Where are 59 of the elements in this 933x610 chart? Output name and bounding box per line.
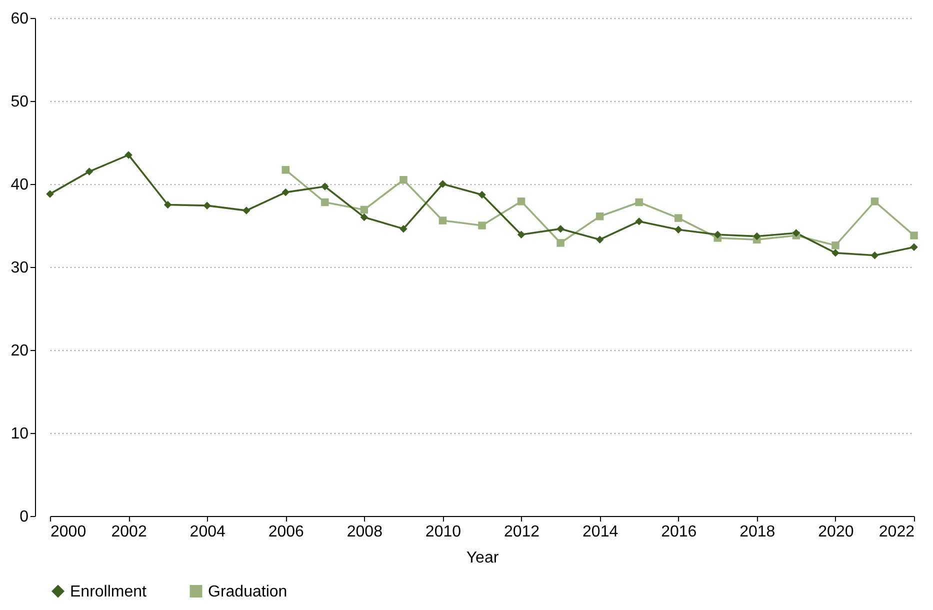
point xyxy=(517,230,526,239)
point xyxy=(714,230,722,239)
y-tick-label: 50 xyxy=(10,94,29,110)
point xyxy=(556,224,564,233)
point xyxy=(321,198,329,206)
y-tick-label: 30 xyxy=(10,260,29,276)
point xyxy=(792,229,800,237)
x-tick-label: 2006 xyxy=(268,524,304,540)
y-tick-label: 0 xyxy=(20,508,29,526)
point xyxy=(242,206,250,214)
y-tick-label: 10 xyxy=(10,426,29,442)
point xyxy=(832,242,840,250)
x-tick-label: 2014 xyxy=(582,524,618,540)
x-tick-label: 2018 xyxy=(740,524,776,540)
y-tick-label: 40 xyxy=(10,176,29,194)
point xyxy=(635,217,643,226)
x-tick-label: 2000 xyxy=(50,524,86,540)
point xyxy=(400,224,408,233)
point xyxy=(124,151,132,159)
point xyxy=(164,200,172,209)
point xyxy=(517,198,526,206)
legend-label: Graduation xyxy=(208,583,288,600)
point xyxy=(360,206,368,214)
point xyxy=(753,232,761,240)
point xyxy=(282,188,290,196)
point xyxy=(400,176,408,184)
point xyxy=(910,232,918,240)
point xyxy=(360,213,368,222)
y-tick-label: 20 xyxy=(10,342,29,360)
point xyxy=(282,166,290,174)
x-tick-label: 2016 xyxy=(661,524,697,540)
point xyxy=(870,198,879,206)
point xyxy=(438,216,447,224)
point xyxy=(832,249,840,257)
point xyxy=(478,190,486,199)
point xyxy=(478,222,486,230)
point xyxy=(910,243,918,251)
legend-label: Enrollment xyxy=(70,583,148,600)
point xyxy=(596,236,604,244)
x-axis-title: Year xyxy=(466,550,500,566)
x-tick-label: 2004 xyxy=(190,524,226,540)
point xyxy=(556,239,564,247)
point xyxy=(674,214,682,222)
point xyxy=(46,190,54,198)
point xyxy=(596,212,604,220)
x-tick-label: 2002 xyxy=(111,524,147,540)
y-tick-label: 60 xyxy=(10,10,29,28)
point xyxy=(674,226,682,234)
point xyxy=(870,252,879,260)
point xyxy=(203,202,211,210)
x-tick-label: 2020 xyxy=(818,524,854,540)
x-tick-label: 2008 xyxy=(346,524,383,540)
x-tick-label: 2010 xyxy=(425,524,462,540)
x-tick-label: 2022 xyxy=(878,524,915,540)
x-tick-label: 2012 xyxy=(504,524,540,540)
point xyxy=(85,168,94,176)
point xyxy=(438,180,447,188)
point xyxy=(635,198,643,206)
point xyxy=(321,182,329,190)
